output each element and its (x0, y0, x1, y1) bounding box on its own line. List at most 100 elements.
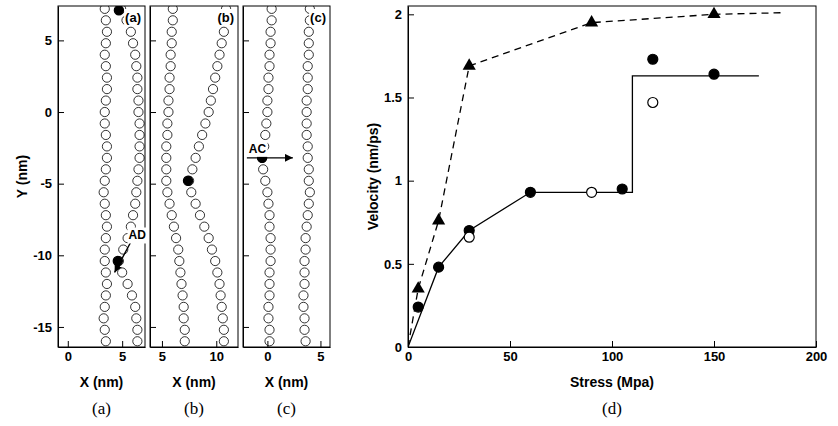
x-axis: 050100150200 (405, 341, 827, 364)
atom (215, 50, 224, 59)
atom (134, 165, 143, 174)
x-tick-label: 5 (159, 349, 166, 364)
atom (177, 279, 186, 288)
atom (102, 142, 111, 151)
x-axis-line (59, 347, 146, 348)
atom (135, 130, 144, 139)
atom (166, 62, 175, 71)
atom (135, 153, 144, 162)
y-tick-label: 5 (45, 33, 52, 48)
atom (101, 16, 110, 25)
atom (175, 256, 184, 265)
panel: 510X (nm)(b)(b) (150, 4, 239, 418)
x-tick: 5 (119, 341, 126, 364)
atom (300, 256, 309, 265)
atom (165, 199, 174, 208)
atom (178, 291, 187, 300)
atom (303, 62, 312, 71)
y-axis: -15-10-505 (33, 7, 64, 348)
annotation-arrow (247, 157, 293, 158)
atom (101, 130, 110, 139)
caption: (a) (92, 399, 111, 418)
y-tick-label: -15 (33, 320, 52, 335)
y-axis-line (408, 7, 409, 348)
x-tick: 150 (704, 341, 726, 364)
atom (100, 119, 109, 128)
y-tick-label: 0 (45, 105, 52, 120)
panel: 05X (nm)AC(c)(c) (243, 4, 331, 418)
y-tick (150, 184, 156, 185)
atom (191, 199, 200, 208)
atom (100, 199, 109, 208)
atom (213, 62, 222, 71)
marker (432, 213, 445, 224)
figure-svg: 05-15-10-505X (nm)Y (nm)AD(a)(a)510X (nm… (0, 0, 838, 426)
atom (266, 245, 275, 254)
atom (219, 325, 228, 334)
atom (166, 50, 175, 59)
atom (305, 188, 314, 197)
x-tick-mark (122, 341, 123, 347)
marker (587, 187, 597, 197)
x-tick-mark (510, 341, 511, 347)
atom (180, 337, 189, 346)
y-tick (243, 327, 249, 328)
atom (264, 85, 273, 94)
atom (187, 188, 196, 197)
atom (191, 153, 200, 162)
y-tick: -10 (33, 248, 64, 263)
y-tick: 5 (45, 33, 64, 48)
atom (304, 50, 313, 59)
marker (648, 97, 658, 107)
atom (134, 107, 143, 116)
x-tick-mark (68, 341, 69, 347)
atom (215, 279, 224, 288)
atom (180, 325, 189, 334)
atom (301, 337, 310, 346)
atom (303, 142, 312, 151)
atom (216, 291, 225, 300)
atom (171, 234, 180, 243)
atom (198, 130, 207, 139)
x-tick-label: 0 (65, 349, 72, 364)
atom (265, 62, 274, 71)
atom (207, 245, 216, 254)
atom (264, 302, 273, 311)
atom (304, 27, 313, 36)
marker (463, 58, 476, 69)
atom (261, 176, 270, 185)
marker (413, 302, 423, 312)
y-tick: -15 (33, 320, 64, 335)
plot-area (99, 6, 144, 346)
atom (265, 211, 274, 220)
y-tick (150, 40, 156, 41)
atom (304, 199, 313, 208)
plot-area (408, 7, 785, 347)
atom (128, 211, 137, 220)
atom (167, 39, 176, 48)
y-tick (243, 40, 249, 41)
atom (163, 119, 172, 128)
y-tick (150, 255, 156, 256)
atom (101, 234, 110, 243)
atom (179, 314, 188, 323)
atom (213, 268, 222, 277)
atom (211, 256, 220, 265)
panel: 05010015020000.511.52Stress (Mpa)Velocit… (365, 6, 827, 418)
atom (101, 291, 110, 300)
atom (219, 337, 228, 346)
y-tick: 0.5 (384, 256, 414, 271)
atom (206, 96, 215, 105)
x-tick: 200 (806, 341, 828, 364)
atom (118, 268, 127, 277)
y-tick (243, 255, 249, 256)
x-axis: 05 (59, 341, 146, 364)
atom (301, 245, 310, 254)
atom (101, 96, 110, 105)
y-tick-mark (58, 255, 64, 256)
atom (102, 73, 111, 82)
atom (168, 16, 177, 25)
y-axis-line (243, 7, 244, 348)
y-tick-label: -10 (33, 248, 52, 263)
atom (264, 314, 273, 323)
